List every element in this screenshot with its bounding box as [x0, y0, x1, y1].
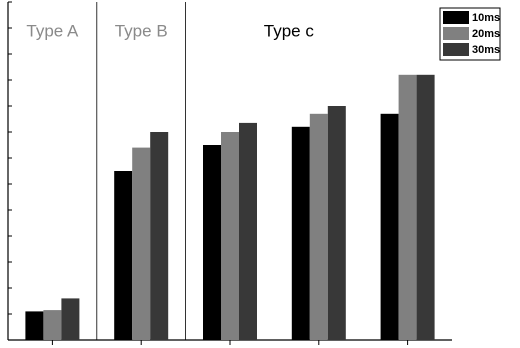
- bar: [327, 106, 346, 340]
- bar: [398, 74, 417, 341]
- legend-label: 30ms: [472, 44, 500, 56]
- bar: [150, 132, 169, 340]
- bar: [25, 311, 44, 340]
- bar: [221, 132, 239, 340]
- bar: [114, 171, 133, 340]
- bar: [380, 113, 399, 340]
- bar: [61, 298, 80, 340]
- bar: [239, 122, 257, 341]
- legend-label: 20ms: [472, 28, 500, 40]
- region-label: Type B: [115, 21, 168, 40]
- bar: [132, 147, 151, 340]
- region-label: Type c: [264, 21, 315, 40]
- bar: [416, 74, 435, 341]
- bar: [291, 126, 310, 340]
- legend-swatch: [443, 43, 469, 56]
- bar: [203, 145, 221, 340]
- region-label: Type A: [26, 21, 79, 40]
- legend-swatch: [443, 27, 469, 40]
- bar: [43, 310, 62, 340]
- legend-label: 10ms: [472, 12, 500, 24]
- legend-swatch: [443, 11, 469, 24]
- bar: [309, 113, 328, 340]
